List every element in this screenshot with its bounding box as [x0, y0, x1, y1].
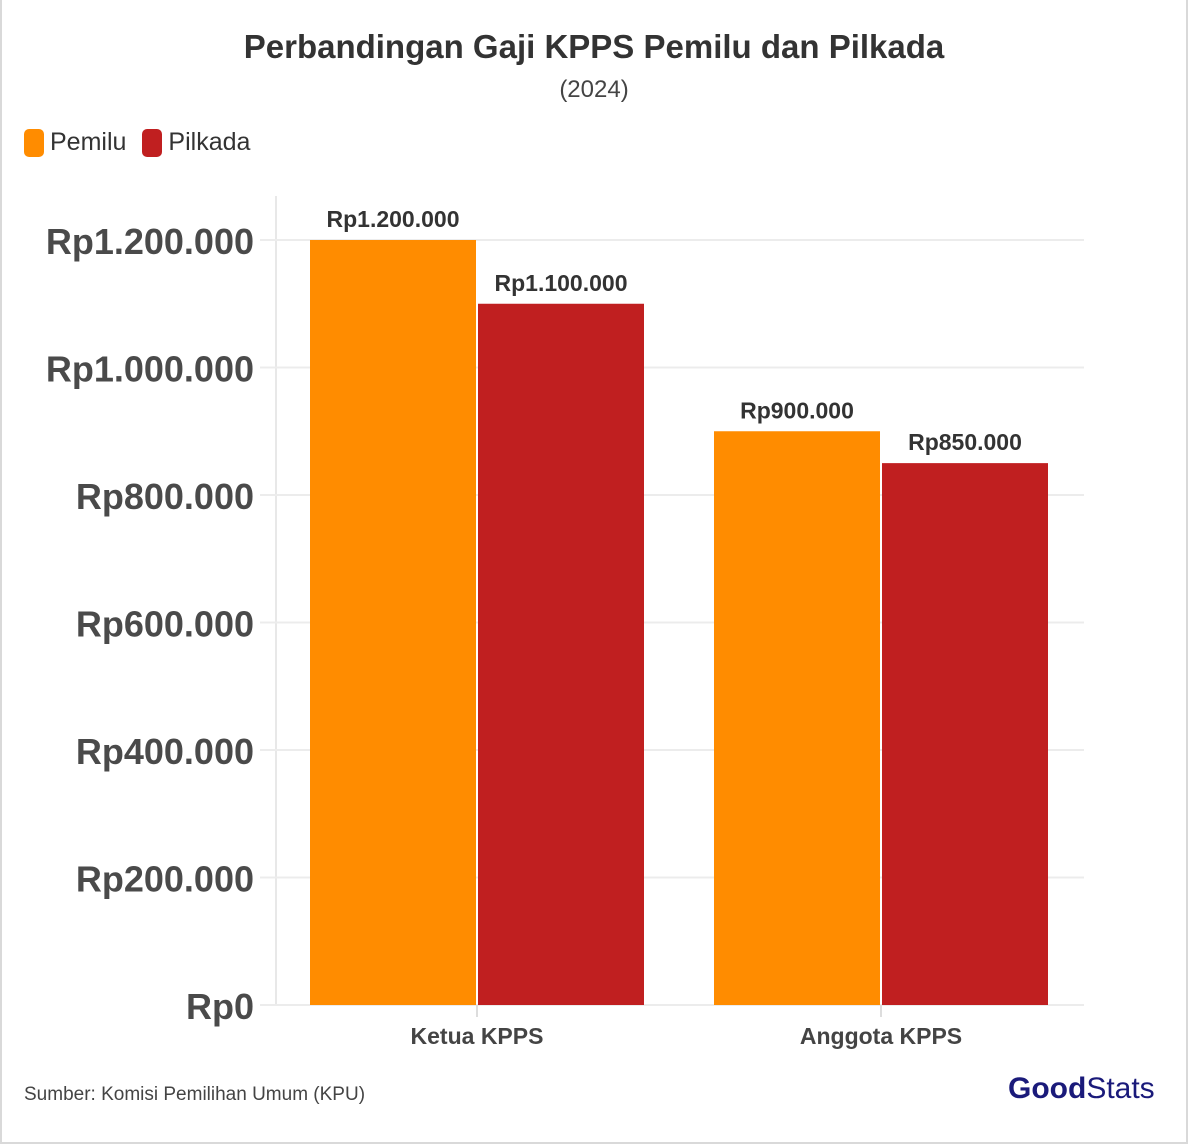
data-label: Rp1.200.000: [327, 206, 460, 232]
y-tick-label: Rp1.200.000: [46, 221, 254, 262]
bar-pemilu: [714, 431, 880, 1005]
goodstats-logo: GoodStats: [1008, 1072, 1155, 1105]
data-label: Rp900.000: [740, 397, 854, 423]
bar-pemilu: [310, 240, 476, 1005]
legend: Pemilu Pilkada: [24, 128, 266, 157]
source-note: Sumber: Komisi Pemilihan Umum (KPU): [24, 1084, 366, 1105]
legend-swatch-pilkada: [142, 128, 163, 157]
bar-pilkada: [882, 463, 1048, 1005]
bar-pilkada: [478, 303, 644, 1005]
legend-item-pemilu[interactable]: Pemilu: [24, 128, 126, 157]
y-tick-label: Rp0: [186, 986, 254, 1027]
y-tick-label: Rp600.000: [76, 604, 254, 645]
data-label: Rp850.000: [908, 429, 1022, 455]
y-tick-label: Rp1.000.000: [46, 349, 254, 390]
y-tick-label: Rp200.000: [76, 859, 254, 900]
chart-title: Perbandingan Gaji KPPS Pemilu dan Pilkad…: [243, 28, 945, 65]
data-label: Rp1.100.000: [495, 270, 628, 296]
legend-label-pemilu: Pemilu: [50, 128, 127, 156]
y-tick-label: Rp400.000: [76, 731, 254, 772]
legend-swatch-pemilu: [24, 128, 44, 157]
x-tick-label: Ketua KPPS: [411, 1023, 544, 1049]
y-tick-label: Rp800.000: [76, 476, 254, 517]
chart-subtitle: (2024): [559, 76, 629, 103]
legend-label-pilkada: Pilkada: [168, 128, 251, 156]
legend-item-pilkada[interactable]: Pilkada: [142, 128, 250, 157]
x-tick-label: Anggota KPPS: [800, 1023, 962, 1049]
